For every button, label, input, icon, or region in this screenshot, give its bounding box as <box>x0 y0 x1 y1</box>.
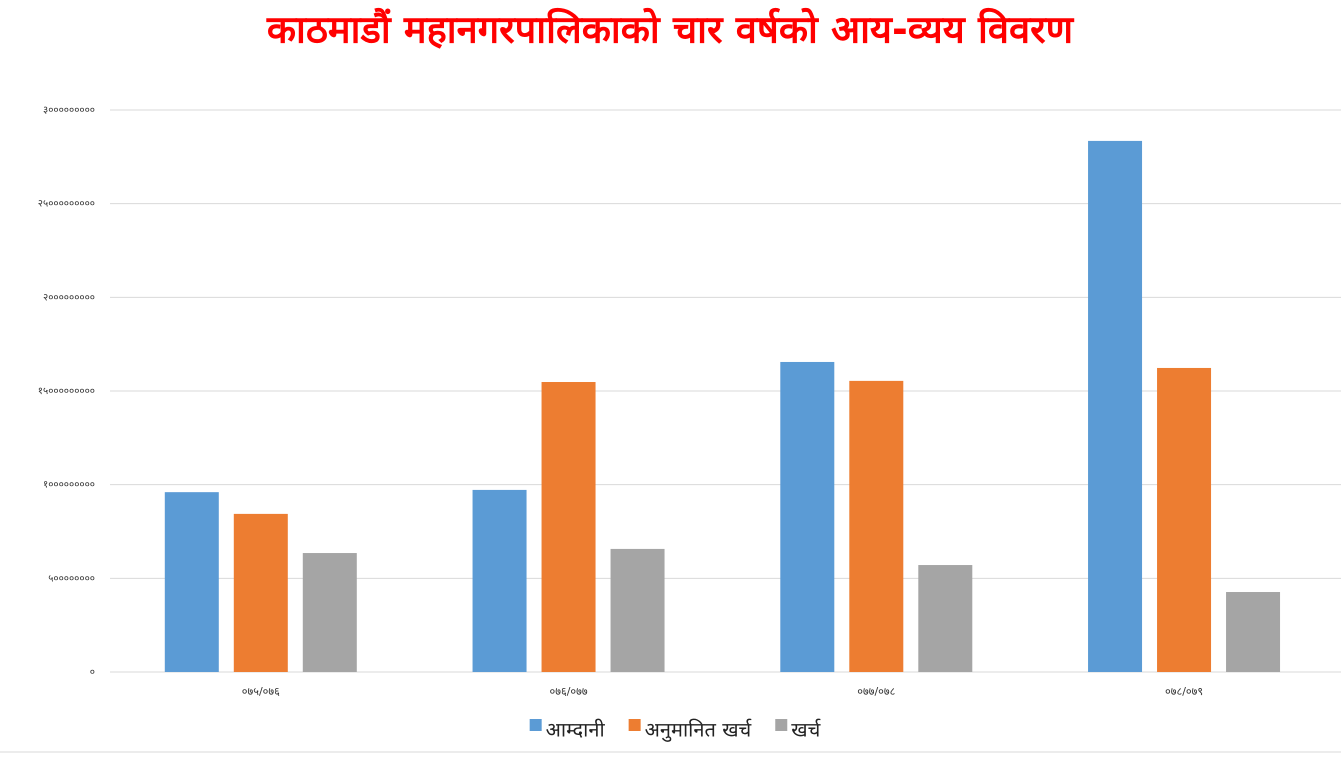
bar <box>780 361 835 672</box>
bar <box>610 548 665 672</box>
y-tick-label: ३००००००००० <box>43 105 95 116</box>
legend-swatch <box>529 719 542 731</box>
bar <box>1157 367 1212 672</box>
bar <box>164 492 219 672</box>
legend-label: आम्दानी <box>546 718 606 742</box>
bar <box>918 565 973 672</box>
bar <box>302 553 357 672</box>
bar <box>541 382 596 672</box>
x-tick-label: ०७६/०७७ <box>550 685 588 698</box>
x-tick-label: ०७७/०७८ <box>857 685 895 698</box>
y-tick-label: ५०००००००० <box>48 573 95 584</box>
x-tick-label: ०७५/०७६ <box>242 685 280 698</box>
x-tick-label: ०७८/०७९ <box>1165 685 1203 698</box>
legend-swatch <box>628 719 641 731</box>
bar <box>472 489 527 672</box>
legend-label: खर्च <box>791 718 821 742</box>
y-tick-label: २५००००००००० <box>38 199 95 210</box>
bar <box>233 513 288 672</box>
bar <box>1088 140 1143 672</box>
y-tick-label: ० <box>90 667 95 678</box>
y-tick-label: १००००००००० <box>43 480 95 491</box>
chart-title: काठमाडौं महानगरपालिकाको चार वर्षको आय-व्… <box>266 8 1075 52</box>
bar <box>1226 592 1281 672</box>
legend-swatch <box>775 719 788 731</box>
bar <box>849 380 904 672</box>
legend-label: अनुमानित खर्च <box>645 718 753 743</box>
y-tick-label: १५००००००००० <box>38 386 95 397</box>
y-tick-label: २००००००००० <box>43 292 95 303</box>
